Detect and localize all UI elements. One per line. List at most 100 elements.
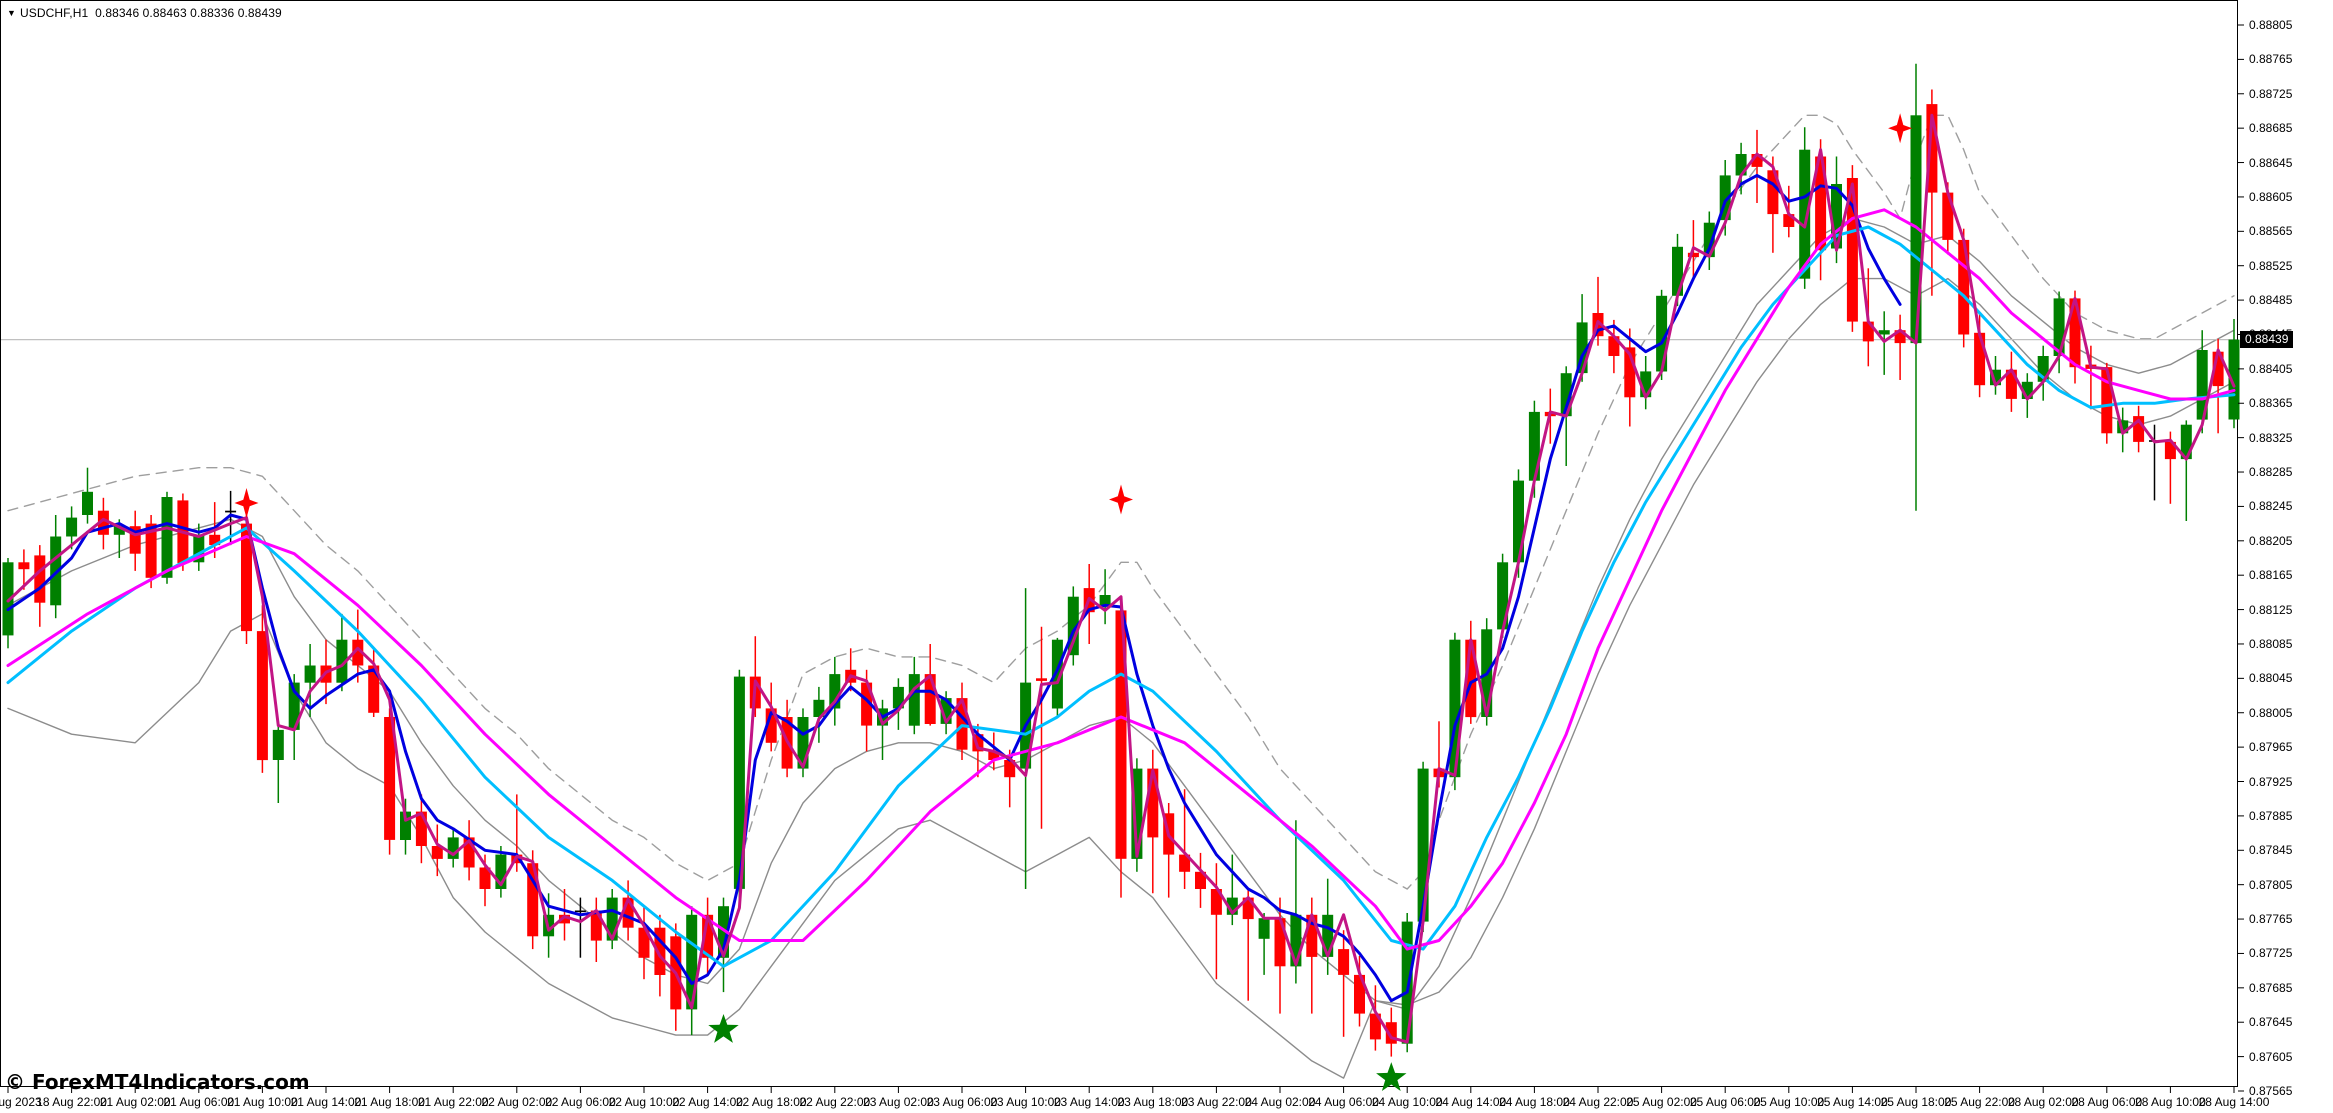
bear-candle	[702, 914, 714, 958]
plot-frame	[0, 0, 2238, 1087]
sell-signal-star	[1888, 113, 1913, 144]
bear-candle	[97, 510, 109, 535]
time-tick-label: 21 Aug 14:00	[290, 1095, 362, 1109]
current-price-tag: 0.88439	[2240, 330, 2294, 348]
bull-candle	[1290, 914, 1302, 967]
bear-candle	[1369, 1013, 1381, 1040]
bull-candle	[1067, 596, 1079, 656]
bull-candle	[1719, 175, 1731, 221]
bull-candle	[1528, 411, 1540, 481]
buy-signal-star	[1376, 1062, 1407, 1091]
price-tick-label: 0.88565	[2249, 224, 2293, 239]
bull-candle	[2180, 424, 2192, 460]
bear-candle	[1385, 1022, 1397, 1044]
price-tick-label: 0.88325	[2249, 430, 2293, 445]
bull-candle	[1799, 149, 1811, 279]
price-tick-label: 0.88405	[2249, 361, 2293, 376]
bull-candle	[1226, 897, 1238, 915]
bull-candle	[336, 639, 348, 683]
bull-candle	[1417, 768, 1429, 922]
bear-candle	[129, 526, 141, 554]
bear-candle	[1894, 330, 1906, 344]
bear-candle	[1608, 336, 1620, 356]
price-tick-label: 0.87765	[2249, 912, 2293, 927]
bull-candle	[1878, 330, 1890, 335]
readout-close: 0.88439	[237, 6, 282, 20]
bear-candle	[2069, 298, 2081, 368]
bull-candle	[1672, 246, 1683, 296]
price-tick-label: 0.87605	[2249, 1049, 2293, 1064]
time-tick-label: 23 Aug 06:00	[926, 1095, 998, 1109]
time-tick-label: 22 Aug 14:00	[672, 1095, 743, 1109]
bear-candle	[861, 682, 873, 726]
time-tick-label: 24 Aug 18:00	[1499, 1095, 1570, 1109]
bull-candle	[161, 497, 173, 578]
bear-candle	[1210, 889, 1222, 915]
time-tick-label: 23 Aug 18:00	[1117, 1095, 1189, 1109]
bear-candle	[1624, 347, 1636, 398]
bear-candle	[1147, 768, 1159, 838]
bear-candle	[209, 534, 221, 546]
time-tick-label: 25 Aug 14:00	[1817, 1095, 1888, 1109]
symbol-dropdown-icon[interactable]: ▼	[7, 8, 17, 18]
time-tick-label: 28 Aug 06:00	[2071, 1095, 2143, 1109]
bear-candle	[34, 555, 46, 603]
bear-candle	[1465, 639, 1477, 718]
bear-candle	[1815, 156, 1827, 251]
bull-candle	[2117, 420, 2129, 434]
bull-candle	[304, 665, 316, 683]
bear-candle	[2101, 367, 2113, 434]
time-tick-label: 28 Aug 10:00	[2135, 1095, 2206, 1109]
price-tick-label: 0.88085	[2249, 636, 2293, 651]
bull-candle	[940, 698, 952, 724]
bear-candle	[1926, 104, 1938, 193]
price-tick-label: 0.87685	[2249, 980, 2293, 995]
price-tick-label: 0.88365	[2249, 396, 2293, 411]
bear-candle	[463, 837, 475, 868]
bull-candle	[797, 717, 809, 769]
bull-candle	[1449, 639, 1461, 778]
time-tick-label: 21 Aug 02:00	[99, 1095, 171, 1109]
price-tick-label: 0.88125	[2249, 602, 2293, 617]
bull-candle	[66, 517, 78, 537]
bear-candle	[415, 811, 427, 846]
bear-candle	[1783, 214, 1795, 227]
bear-candle	[590, 910, 602, 941]
bear-candle	[1306, 914, 1318, 957]
bull-candle	[1735, 154, 1747, 176]
readout-high: 0.88463	[142, 6, 187, 20]
bull-candle	[1576, 322, 1588, 374]
bear-candle	[988, 751, 1000, 760]
bear-candle	[1115, 610, 1127, 859]
bear-candle	[352, 639, 364, 666]
price-tick-label: 0.87925	[2249, 774, 2293, 789]
bear-candle	[1274, 918, 1286, 967]
bear-candle	[1036, 678, 1047, 681]
bear-candle	[2212, 351, 2224, 387]
bear-candle	[1354, 974, 1365, 1014]
bear-candle	[1958, 239, 1970, 335]
bear-candle	[1242, 897, 1254, 920]
price-tick-label: 0.88525	[2249, 258, 2293, 273]
channel-lower-line	[7, 277, 2235, 1079]
bull-candle	[1910, 115, 1922, 344]
magenta-ma-line	[6, 208, 2236, 951]
time-tick-label: 25 Aug 22:00	[1944, 1095, 2015, 1109]
sell-signal-star	[234, 488, 259, 518]
bull-candle	[2021, 381, 2033, 399]
bull-candle	[1703, 222, 1715, 258]
bear-candle	[559, 914, 570, 924]
bull-candle	[1051, 639, 1063, 709]
bull-candle	[50, 536, 62, 606]
bear-candle	[256, 631, 268, 761]
bull-candle	[892, 686, 904, 709]
bull-candle	[495, 854, 507, 889]
bull-candle	[1099, 595, 1111, 606]
bear-candle	[1687, 252, 1699, 258]
price-tick-label: 0.87565	[2249, 1083, 2293, 1098]
time-tick-label: 25 Aug 02:00	[1626, 1095, 1697, 1109]
price-tick-label: 0.87885	[2249, 808, 2293, 823]
time-tick-label: 21 Aug 18:00	[354, 1095, 425, 1109]
